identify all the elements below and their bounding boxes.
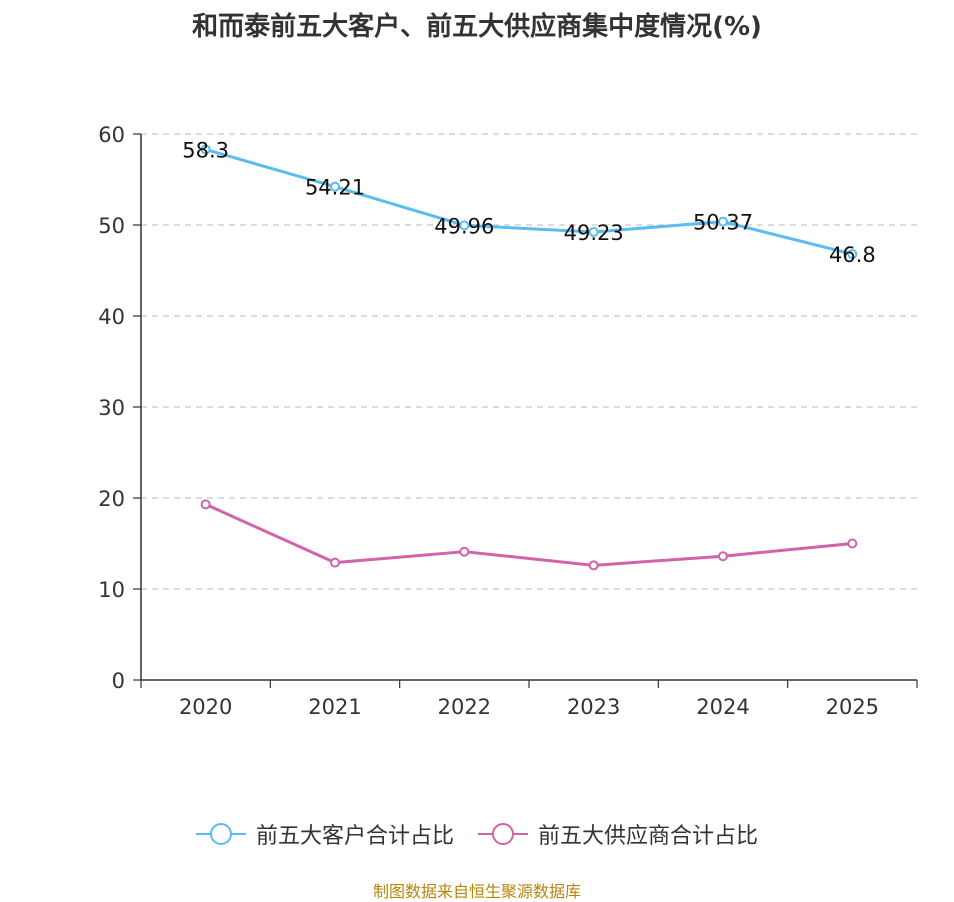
x-tick-label-2025: 2025 <box>826 695 879 719</box>
data-point-0-2023 <box>588 227 599 238</box>
legend-label-customers: 前五大客户合计占比 <box>255 824 454 849</box>
data-point-0-2025 <box>847 249 858 260</box>
y-tick-label-10: 10 <box>98 578 125 602</box>
label-layer: 58.3 54.21 49.96 49.23 50.37 46.8 <box>182 138 875 267</box>
data-point-1-2022 <box>459 546 470 557</box>
data-label-0-2020: 58.3 <box>182 138 229 162</box>
axis-layer: 0 10 20 30 40 50 60 2020 2021 2022 2023 2024 2025 <box>98 123 918 719</box>
data-label-0-2023: 49.23 <box>564 221 624 245</box>
x-tick-label-2021: 2021 <box>308 695 361 719</box>
data-label-0-2021: 54.21 <box>305 176 365 200</box>
data-point-1-2021 <box>330 557 340 568</box>
data-point-1-2023 <box>588 560 599 571</box>
data-point-0-2021 <box>330 181 340 192</box>
data-label-0-2025: 46.8 <box>829 243 876 267</box>
series-layer <box>200 144 858 571</box>
legend-marker-suppliers-icon <box>478 823 528 845</box>
y-tick-label-60: 60 <box>98 123 125 147</box>
legend-item-suppliers[interactable]: 前五大供应商合计占比 <box>478 818 758 850</box>
legend-marker-customers-icon <box>195 823 246 845</box>
y-tick-label-0: 0 <box>112 669 125 693</box>
series-line-1 <box>205 503 853 567</box>
x-tick-label-2024: 2024 <box>696 695 749 719</box>
legend: 前五大客户合计占比 前五大供应商合计占比 <box>0 818 954 850</box>
legend-label-suppliers: 前五大供应商合计占比 <box>538 824 759 849</box>
series-line-0 <box>205 148 853 256</box>
x-tick-label-2020: 2020 <box>179 695 232 719</box>
y-tick-label-50: 50 <box>98 214 125 238</box>
data-point-0-2022 <box>459 220 470 231</box>
chart-title: 和而泰前五大客户、前五大供应商集中度情况(%) <box>192 12 762 42</box>
data-label-0-2022: 49.96 <box>434 214 494 238</box>
data-point-0-2020 <box>200 144 211 155</box>
x-tick-label-2022: 2022 <box>438 695 491 719</box>
data-point-1-2025 <box>847 538 858 549</box>
data-point-0-2024 <box>718 216 728 227</box>
source-note: 制图数据来自恒生聚源数据库 <box>372 882 581 901</box>
y-tick-label-20: 20 <box>98 487 125 511</box>
legend-item-customers[interactable]: 前五大客户合计占比 <box>195 818 454 850</box>
data-point-1-2024 <box>718 551 728 562</box>
data-label-0-2024: 50.37 <box>693 211 753 235</box>
data-point-1-2020 <box>200 499 211 510</box>
x-tick-label-2023: 2023 <box>567 695 620 719</box>
y-tick-label-40: 40 <box>98 305 125 329</box>
grid-layer <box>141 133 917 590</box>
y-tick-label-30: 30 <box>98 396 125 420</box>
line-chart: 0 10 20 30 40 50 60 2020 2021 2022 2023 2024 2025 58… <box>98 123 918 719</box>
